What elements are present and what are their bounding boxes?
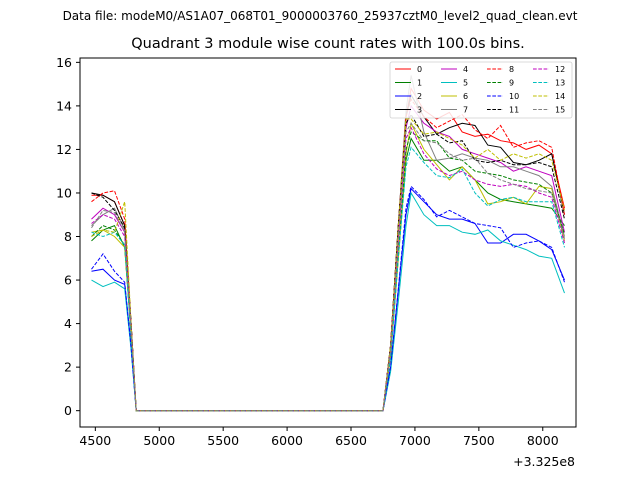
x-axis: 4500 5000 5500 6000 6500 7000 7500 8000 bbox=[79, 427, 559, 448]
series-line-6 bbox=[91, 121, 565, 412]
x-tick-label: 5500 bbox=[207, 433, 239, 448]
legend-label: 2 bbox=[417, 92, 422, 101]
legend-label: 12 bbox=[555, 65, 565, 74]
legend-label: 7 bbox=[463, 106, 468, 115]
x-tick-label: 7000 bbox=[399, 433, 431, 448]
series-line-2 bbox=[91, 187, 565, 412]
legend-label: 14 bbox=[555, 92, 565, 101]
y-tick-label: 10 bbox=[56, 185, 72, 200]
y-tick-label: 2 bbox=[64, 360, 72, 375]
series-line-12 bbox=[91, 126, 565, 412]
chart-suptitle: Data file: modeM0/AS1A07_068T01_90000037… bbox=[63, 9, 578, 23]
series-line-4 bbox=[91, 104, 565, 412]
plot-frame bbox=[79, 57, 577, 428]
series-layer bbox=[91, 75, 565, 412]
series-line-15 bbox=[91, 122, 565, 412]
series-line-13 bbox=[91, 146, 565, 412]
legend-label: 11 bbox=[509, 106, 519, 115]
x-tick-label: 6000 bbox=[271, 433, 303, 448]
y-tick-label: 14 bbox=[56, 98, 72, 113]
y-tick-label: 6 bbox=[64, 273, 72, 288]
y-tick-label: 12 bbox=[56, 142, 72, 157]
x-tick-label: 5000 bbox=[143, 433, 175, 448]
series-line-5 bbox=[91, 191, 565, 412]
y-tick-label: 0 bbox=[64, 403, 72, 418]
legend-label: 3 bbox=[417, 106, 422, 115]
legend-label: 4 bbox=[463, 65, 468, 74]
series-line-1 bbox=[91, 137, 565, 412]
legend-label: 8 bbox=[509, 65, 514, 74]
legend-label: 0 bbox=[417, 65, 422, 74]
y-tick-label: 16 bbox=[56, 55, 72, 70]
x-tick-label: 7500 bbox=[463, 433, 495, 448]
legend-box bbox=[389, 61, 573, 119]
series-line-3 bbox=[91, 93, 565, 412]
series-line-10 bbox=[91, 185, 565, 412]
legend-label: 15 bbox=[555, 106, 565, 115]
legend-label: 1 bbox=[417, 79, 422, 88]
legend-label: 5 bbox=[463, 79, 468, 88]
legend-label: 13 bbox=[555, 79, 565, 88]
y-axis: 0 2 4 6 8 10 12 14 16 bbox=[56, 55, 80, 418]
y-tick-label: 4 bbox=[64, 316, 72, 331]
series-line-0 bbox=[91, 87, 565, 412]
x-tick-label: 8000 bbox=[527, 433, 559, 448]
legend-label: 9 bbox=[509, 79, 514, 88]
x-offset-label: +3.325e8 bbox=[513, 454, 575, 469]
x-tick-label: 4500 bbox=[79, 433, 111, 448]
legend-label: 6 bbox=[463, 92, 468, 101]
legend-label: 10 bbox=[509, 92, 519, 101]
series-line-11 bbox=[91, 113, 565, 412]
y-tick-label: 8 bbox=[64, 229, 72, 244]
x-tick-label: 6500 bbox=[335, 433, 367, 448]
series-line-9 bbox=[91, 131, 565, 412]
chart-title: Quadrant 3 module wise count rates with … bbox=[131, 36, 525, 52]
